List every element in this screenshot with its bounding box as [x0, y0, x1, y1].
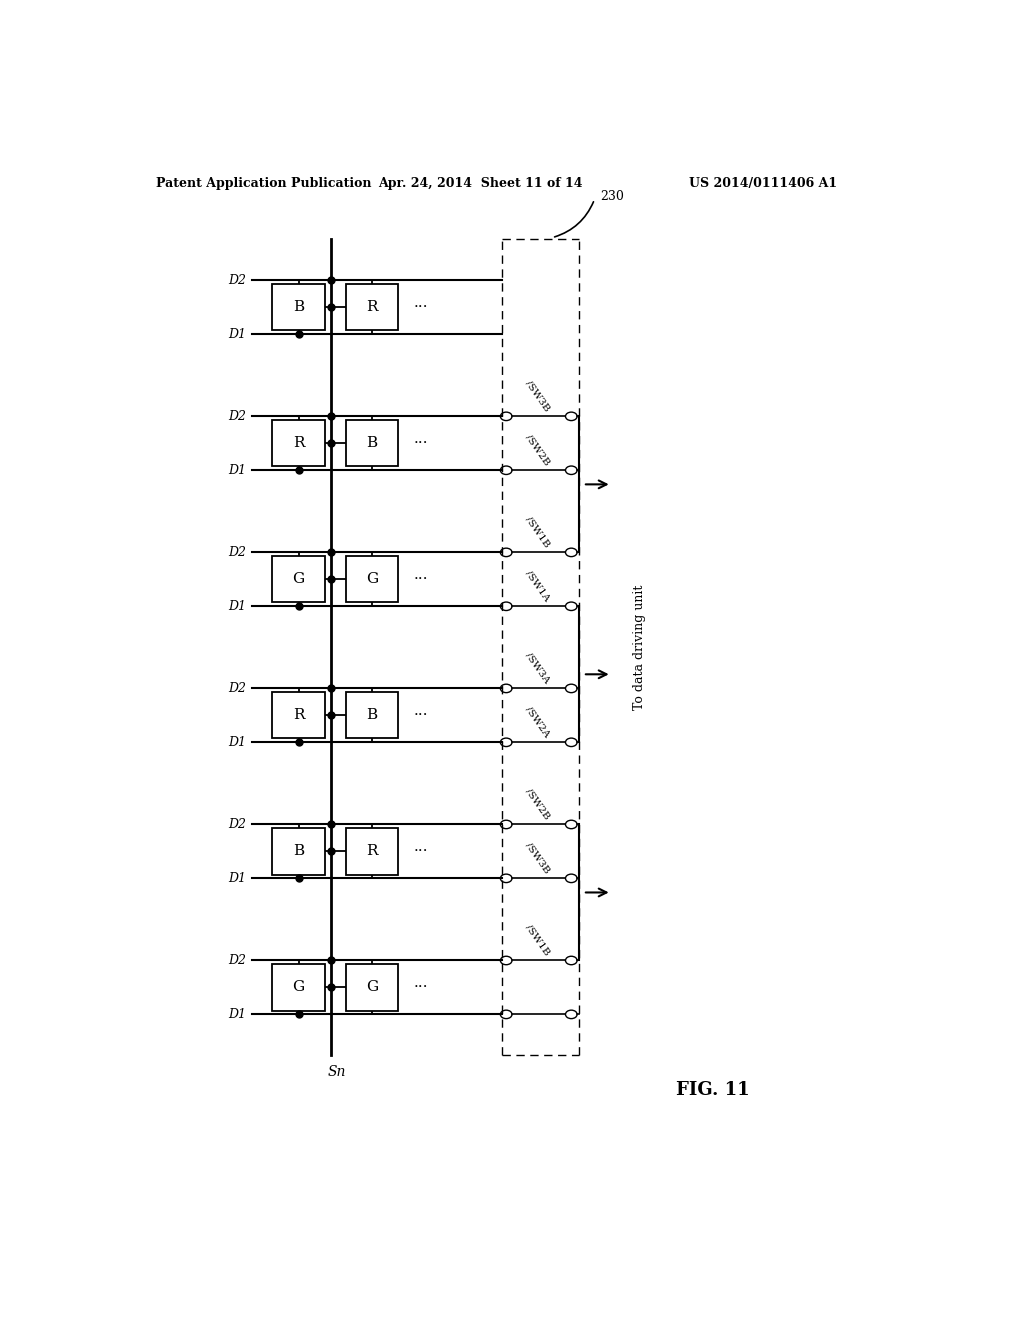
- Text: ···: ···: [414, 845, 429, 858]
- Bar: [346, 284, 398, 330]
- Text: ···: ···: [414, 981, 429, 994]
- Text: D1: D1: [227, 599, 246, 612]
- Bar: [272, 284, 325, 330]
- Text: ···: ···: [414, 300, 429, 314]
- Text: D2: D2: [227, 273, 246, 286]
- Text: B: B: [367, 437, 378, 450]
- Text: /SW3B: /SW3B: [523, 841, 551, 875]
- Text: 230: 230: [600, 190, 624, 203]
- Bar: [272, 965, 325, 1011]
- Text: Patent Application Publication: Patent Application Publication: [156, 177, 372, 190]
- Text: G: G: [366, 981, 378, 994]
- Bar: [272, 556, 325, 602]
- Text: R: R: [293, 709, 304, 722]
- Text: B: B: [293, 845, 304, 858]
- Text: G: G: [366, 573, 378, 586]
- Text: B: B: [293, 300, 304, 314]
- Text: G: G: [293, 573, 304, 586]
- Text: D1: D1: [227, 327, 246, 341]
- Text: R: R: [293, 437, 304, 450]
- Text: Sn: Sn: [328, 1065, 346, 1078]
- Text: D1: D1: [227, 871, 246, 884]
- Text: D2: D2: [227, 409, 246, 422]
- Text: US 2014/0111406 A1: US 2014/0111406 A1: [689, 177, 838, 190]
- Text: D1: D1: [227, 1008, 246, 1020]
- Bar: [346, 556, 398, 602]
- Text: D2: D2: [227, 818, 246, 832]
- Bar: [272, 692, 325, 738]
- Text: /SW3B: /SW3B: [523, 379, 551, 413]
- Text: /SW2B: /SW2B: [523, 433, 551, 467]
- Text: D2: D2: [227, 682, 246, 694]
- Text: D2: D2: [227, 954, 246, 968]
- Text: To data driving unit: To data driving unit: [633, 585, 646, 710]
- Text: D1: D1: [227, 735, 246, 748]
- Text: ···: ···: [414, 437, 429, 450]
- Text: /SW2B: /SW2B: [523, 787, 551, 821]
- Text: G: G: [293, 981, 304, 994]
- Text: /SW1B: /SW1B: [523, 923, 551, 957]
- Text: R: R: [367, 845, 378, 858]
- Bar: [272, 829, 325, 874]
- Text: /SW3A: /SW3A: [523, 651, 551, 685]
- Text: B: B: [367, 709, 378, 722]
- Text: /SW1A: /SW1A: [523, 569, 551, 603]
- Text: Apr. 24, 2014  Sheet 11 of 14: Apr. 24, 2014 Sheet 11 of 14: [379, 177, 583, 190]
- Bar: [346, 692, 398, 738]
- Text: R: R: [367, 300, 378, 314]
- Text: D1: D1: [227, 463, 246, 477]
- Bar: [346, 420, 398, 466]
- Bar: [346, 965, 398, 1011]
- Text: FIG. 11: FIG. 11: [676, 1081, 750, 1100]
- Text: /SW2A: /SW2A: [523, 705, 551, 739]
- Bar: [272, 420, 325, 466]
- Text: D2: D2: [227, 546, 246, 558]
- Bar: [346, 829, 398, 874]
- Text: /SW1B: /SW1B: [523, 515, 551, 549]
- Text: ···: ···: [414, 573, 429, 586]
- Text: ···: ···: [414, 709, 429, 722]
